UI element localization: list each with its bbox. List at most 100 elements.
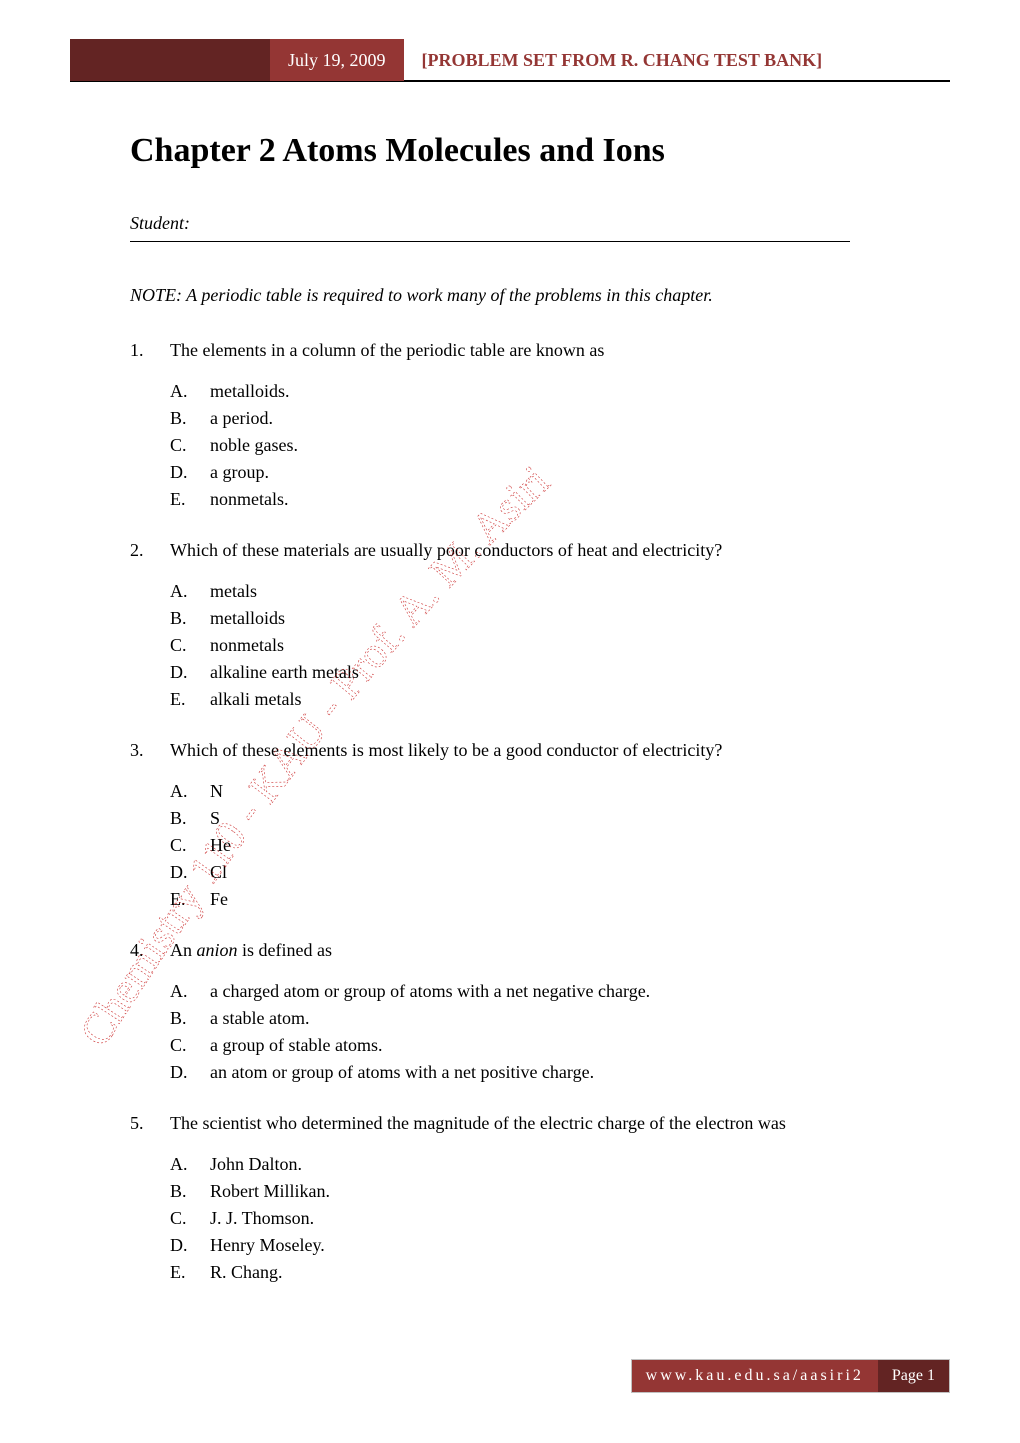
option: E.alkali metals bbox=[170, 686, 930, 713]
option-letter: E. bbox=[170, 1259, 210, 1286]
option-letter: A. bbox=[170, 778, 210, 805]
option-letter: A. bbox=[170, 1151, 210, 1178]
student-underline bbox=[130, 241, 850, 242]
header-bar: July 19, 2009 [PROBLEM SET FROM R. CHANG… bbox=[70, 40, 950, 82]
option-letter: C. bbox=[170, 632, 210, 659]
q4-prefix: An bbox=[170, 940, 197, 960]
student-label: Student: bbox=[130, 210, 930, 237]
option: A.metalloids. bbox=[170, 378, 930, 405]
option-text: metalloids bbox=[210, 605, 930, 632]
option-text: metals bbox=[210, 578, 930, 605]
content-area: Student: NOTE: A periodic table is requi… bbox=[130, 210, 930, 1286]
question-text: Which of these materials are usually poo… bbox=[170, 537, 930, 564]
question-1: 1. The elements in a column of the perio… bbox=[130, 337, 930, 364]
question-number: 4. bbox=[130, 937, 170, 964]
option: A.John Dalton. bbox=[170, 1151, 930, 1178]
option: B.a period. bbox=[170, 405, 930, 432]
option-text: an atom or group of atoms with a net pos… bbox=[210, 1059, 930, 1086]
footer-url: www.kau.edu.sa/aasiri2 bbox=[632, 1360, 878, 1392]
page: July 19, 2009 [PROBLEM SET FROM R. CHANG… bbox=[0, 0, 1020, 1443]
option-letter: E. bbox=[170, 686, 210, 713]
question-number: 5. bbox=[130, 1110, 170, 1137]
option-text: N bbox=[210, 778, 930, 805]
option: C.nonmetals bbox=[170, 632, 930, 659]
option-letter: C. bbox=[170, 432, 210, 459]
option-letter: D. bbox=[170, 659, 210, 686]
option-text: Fe bbox=[210, 886, 930, 913]
option-text: a stable atom. bbox=[210, 1005, 930, 1032]
option-text: a charged atom or group of atoms with a … bbox=[210, 978, 930, 1005]
option-letter: D. bbox=[170, 459, 210, 486]
question-3: 3. Which of these elements is most likel… bbox=[130, 737, 930, 764]
option-text: alkali metals bbox=[210, 686, 930, 713]
option-letter: A. bbox=[170, 578, 210, 605]
question-2-options: A.metals B.metalloids C.nonmetals D.alka… bbox=[170, 578, 930, 713]
option-letter: A. bbox=[170, 978, 210, 1005]
option: B.a stable atom. bbox=[170, 1005, 930, 1032]
option-letter: C. bbox=[170, 1205, 210, 1232]
option: A.a charged atom or group of atoms with … bbox=[170, 978, 930, 1005]
option-letter: E. bbox=[170, 486, 210, 513]
option-letter: E. bbox=[170, 886, 210, 913]
header-title: [PROBLEM SET FROM R. CHANG TEST BANK] bbox=[404, 39, 841, 81]
option-text: nonmetals bbox=[210, 632, 930, 659]
option: D.an atom or group of atoms with a net p… bbox=[170, 1059, 930, 1086]
question-3-options: A.N B.S C.He D.Cl E.Fe bbox=[170, 778, 930, 913]
option-text: alkaline earth metals bbox=[210, 659, 930, 686]
question-number: 2. bbox=[130, 537, 170, 564]
question-text: The elements in a column of the periodic… bbox=[170, 337, 930, 364]
q4-italic: anion bbox=[197, 940, 238, 960]
option-letter: D. bbox=[170, 1059, 210, 1086]
header-date: July 19, 2009 bbox=[270, 39, 404, 81]
option: C.He bbox=[170, 832, 930, 859]
option: B.Robert Millikan. bbox=[170, 1178, 930, 1205]
option-letter: C. bbox=[170, 832, 210, 859]
question-4-options: A.a charged atom or group of atoms with … bbox=[170, 978, 930, 1086]
option-letter: B. bbox=[170, 1178, 210, 1205]
header-left-block bbox=[70, 39, 270, 81]
option: E.R. Chang. bbox=[170, 1259, 930, 1286]
option-letter: B. bbox=[170, 805, 210, 832]
question-number: 3. bbox=[130, 737, 170, 764]
option-letter: C. bbox=[170, 1032, 210, 1059]
question-text: The scientist who determined the magnitu… bbox=[170, 1110, 930, 1137]
option-letter: B. bbox=[170, 605, 210, 632]
option-text: nonmetals. bbox=[210, 486, 930, 513]
option-text: J. J. Thomson. bbox=[210, 1205, 930, 1232]
option: A.metals bbox=[170, 578, 930, 605]
option: C.a group of stable atoms. bbox=[170, 1032, 930, 1059]
option-letter: D. bbox=[170, 1232, 210, 1259]
option: E.nonmetals. bbox=[170, 486, 930, 513]
note-text: NOTE: A periodic table is required to wo… bbox=[130, 282, 930, 309]
question-5: 5. The scientist who determined the magn… bbox=[130, 1110, 930, 1137]
option: D.Cl bbox=[170, 859, 930, 886]
question-1-options: A.metalloids. B.a period. C.noble gases.… bbox=[170, 378, 930, 513]
option-text: Robert Millikan. bbox=[210, 1178, 930, 1205]
option: D.alkaline earth metals bbox=[170, 659, 930, 686]
option-letter: B. bbox=[170, 1005, 210, 1032]
option-text: S bbox=[210, 805, 930, 832]
option-text: metalloids. bbox=[210, 378, 930, 405]
option-letter: D. bbox=[170, 859, 210, 886]
option: C.J. J. Thomson. bbox=[170, 1205, 930, 1232]
option-text: Henry Moseley. bbox=[210, 1232, 930, 1259]
option-text: John Dalton. bbox=[210, 1151, 930, 1178]
question-2: 2. Which of these materials are usually … bbox=[130, 537, 930, 564]
option: A.N bbox=[170, 778, 930, 805]
option: B.metalloids bbox=[170, 605, 930, 632]
option-text: R. Chang. bbox=[210, 1259, 930, 1286]
option-letter: B. bbox=[170, 405, 210, 432]
option-text: a group. bbox=[210, 459, 930, 486]
option-text: He bbox=[210, 832, 930, 859]
question-text: Which of these elements is most likely t… bbox=[170, 737, 930, 764]
option: B.S bbox=[170, 805, 930, 832]
footer-bar: www.kau.edu.sa/aasiri2 Page 1 bbox=[631, 1359, 950, 1393]
question-4: 4. An anion is defined as bbox=[130, 937, 930, 964]
question-text: An anion is defined as bbox=[170, 937, 930, 964]
option: E.Fe bbox=[170, 886, 930, 913]
q4-suffix: is defined as bbox=[238, 940, 332, 960]
chapter-title: Chapter 2 Atoms Molecules and Ions bbox=[130, 132, 950, 170]
option: D.Henry Moseley. bbox=[170, 1232, 930, 1259]
option: C.noble gases. bbox=[170, 432, 930, 459]
footer-page-label: Page 1 bbox=[878, 1360, 949, 1392]
